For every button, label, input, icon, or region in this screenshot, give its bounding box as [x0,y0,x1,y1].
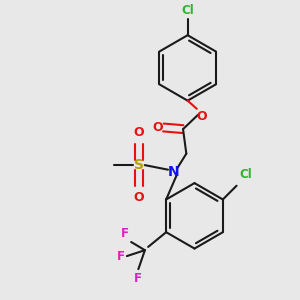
Text: N: N [167,165,179,179]
Text: O: O [134,126,144,139]
Text: F: F [134,272,142,285]
Text: O: O [196,110,207,124]
Text: F: F [117,250,125,262]
Text: S: S [134,158,144,172]
Text: Cl: Cl [181,4,194,17]
Text: O: O [134,191,144,204]
Text: O: O [152,121,163,134]
Text: Cl: Cl [239,169,252,182]
Text: F: F [121,227,128,240]
